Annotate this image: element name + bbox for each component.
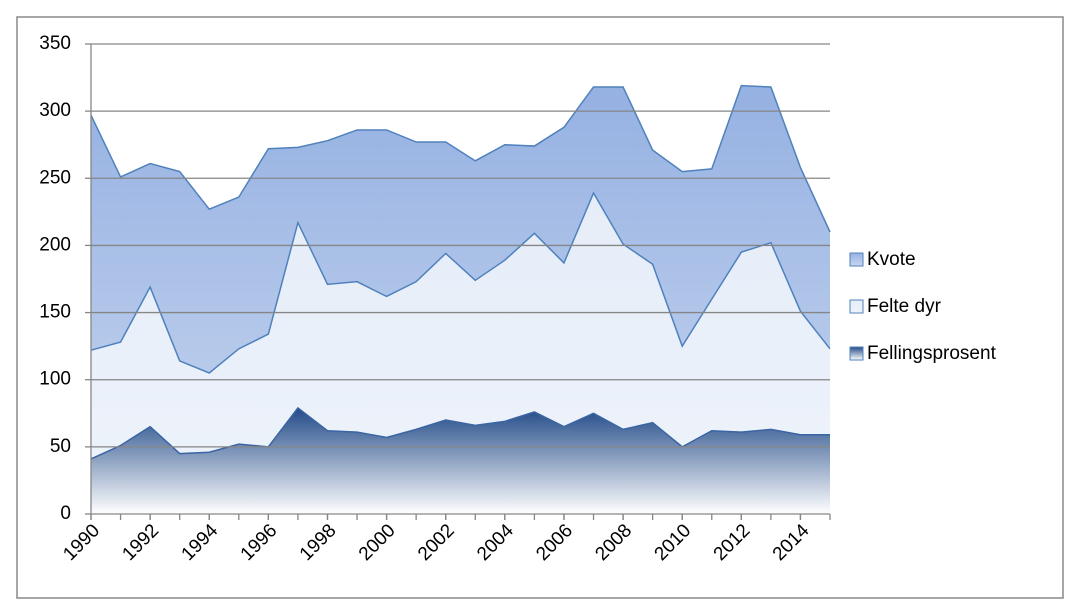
y-tick-label: 200: [39, 234, 71, 255]
y-tick-label: 50: [50, 436, 71, 457]
legend-swatch: [849, 346, 864, 361]
area-outline: [90, 191, 831, 374]
y-tick-label: 100: [39, 369, 71, 390]
y-tick-label: 150: [39, 302, 71, 323]
legend-swatch: [849, 252, 864, 267]
legend-label: Kvote: [867, 249, 916, 270]
y-tick-label: 350: [39, 33, 71, 54]
y-tick-label: 300: [39, 100, 71, 121]
area-outline: [90, 84, 831, 233]
legend-swatch: [849, 299, 864, 314]
area-outline: [90, 406, 830, 460]
legend-label: Felte dyr: [867, 296, 942, 317]
area: [91, 407, 830, 514]
y-tick-label: 250: [39, 167, 71, 188]
legend-label: Fellingsprosent: [867, 343, 997, 364]
y-tick-label: 0: [60, 503, 71, 524]
